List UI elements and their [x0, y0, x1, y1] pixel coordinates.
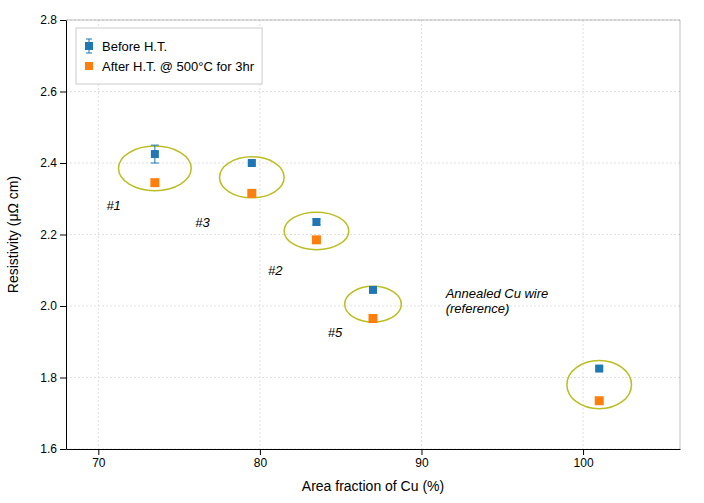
y-grid-line: [66, 449, 680, 450]
x-tick-mark: [98, 449, 99, 455]
y-tick: 2.2: [40, 228, 66, 242]
y-tick-label: 2.4: [40, 156, 57, 170]
y-tick-label: 1.6: [40, 442, 57, 456]
legend-box: [76, 28, 262, 84]
x-tick-mark: [583, 449, 584, 455]
annotations: #1 #3 #2 #5 Annealed Cu wire(reference): [106, 198, 548, 340]
y-grid-line: [66, 234, 680, 235]
y-tick-mark: [60, 235, 66, 236]
ellipse: [119, 146, 192, 191]
y-tick: 1.8: [40, 371, 66, 385]
ellipse: [567, 361, 632, 409]
legend-item: Before H.T.: [85, 39, 167, 54]
point: [595, 396, 604, 405]
x-tick: 70: [92, 449, 106, 470]
x-tick-label: 80: [254, 456, 268, 470]
annotation: #1: [106, 198, 120, 213]
x-tick-mark: [260, 449, 261, 455]
y-tick-mark: [60, 20, 66, 21]
legend-marker: [85, 62, 93, 70]
error-bar: [151, 145, 159, 163]
y-axis-title: Resistivity (μΩ cm): [5, 176, 21, 293]
series: [151, 145, 603, 372]
y-tick-mark: [60, 378, 66, 379]
x-tick-mark: [421, 449, 422, 455]
y-tick-mark: [60, 449, 66, 450]
ellipse: [345, 286, 402, 322]
x-axis-title: Area fraction of Cu (%): [302, 478, 444, 494]
annotation: #2: [268, 263, 283, 278]
x-tick-label: 90: [415, 456, 429, 470]
legend-item: After H.T. @ 500°C for 3hr: [85, 59, 255, 74]
y-grid-line: [66, 91, 680, 92]
y-tick: 2.6: [40, 85, 66, 99]
y-tick-label: 2.8: [40, 13, 57, 27]
y-grid-line: [66, 377, 680, 378]
legend-label: Before H.T.: [102, 39, 167, 54]
y-tick: 2.4: [40, 156, 66, 170]
y-tick-mark: [60, 92, 66, 93]
x-tick: 90: [415, 449, 429, 470]
legend-label: After H.T. @ 500°C for 3hr: [102, 59, 255, 74]
point: [595, 365, 603, 373]
point: [312, 218, 320, 226]
point: [151, 150, 159, 158]
ellipse: [220, 157, 285, 198]
grid: [66, 20, 680, 449]
y-tick: 1.6: [40, 442, 66, 456]
point: [150, 178, 159, 187]
y-tick-mark: [60, 306, 66, 307]
marks: [119, 145, 632, 409]
x-tick: 80: [254, 449, 268, 470]
point: [369, 286, 377, 294]
y-tick: 2.8: [40, 13, 66, 27]
y-axis: 1.6 1.8 2.0 2.2 2.4 2.6 2.8: [40, 13, 66, 456]
x-tick-label: 70: [92, 456, 106, 470]
x-axis: 70 80 90 100: [67, 449, 681, 470]
legend-marker: [85, 42, 93, 50]
annotation: #5: [328, 325, 343, 340]
annotation: #3: [195, 215, 210, 230]
y-tick-label: 2.2: [40, 228, 57, 242]
point: [248, 159, 256, 167]
point: [312, 235, 321, 244]
y-tick-label: 2.6: [40, 85, 57, 99]
y-tick-label: 1.8: [40, 371, 57, 385]
x-axis-line: [67, 449, 681, 450]
y-grid-line: [66, 306, 680, 307]
frame-right: [680, 20, 681, 449]
ellipse: [284, 212, 349, 250]
legend: Before H.T. After H.T. @ 500°C for 3hr: [76, 28, 262, 84]
x-tick-label: 100: [574, 456, 594, 470]
y-grid-line: [66, 20, 680, 21]
point: [369, 314, 378, 323]
y-tick-mark: [60, 163, 66, 164]
plot: 70 80 90 100 1.6 1.8 2.0 2.2 2.4 2.6 2.8 #1 #3 #2 #5 An…: [40, 13, 680, 469]
y-tick-label: 2.0: [40, 299, 57, 313]
y-tick: 2.0: [40, 299, 66, 313]
y-axis-line: [66, 21, 67, 450]
x-grid-line: [421, 20, 422, 449]
frame-top: [66, 20, 680, 21]
x-tick: 100: [574, 449, 594, 470]
chart: 70 80 90 100 1.6 1.8 2.0 2.2 2.4 2.6 2.8 #1 #3 #2 #5 An…: [0, 0, 704, 503]
point: [247, 189, 256, 198]
legend-error-bar: [86, 39, 92, 53]
series: [150, 178, 603, 405]
annotation: Annealed Cu wire(reference): [445, 286, 549, 316]
